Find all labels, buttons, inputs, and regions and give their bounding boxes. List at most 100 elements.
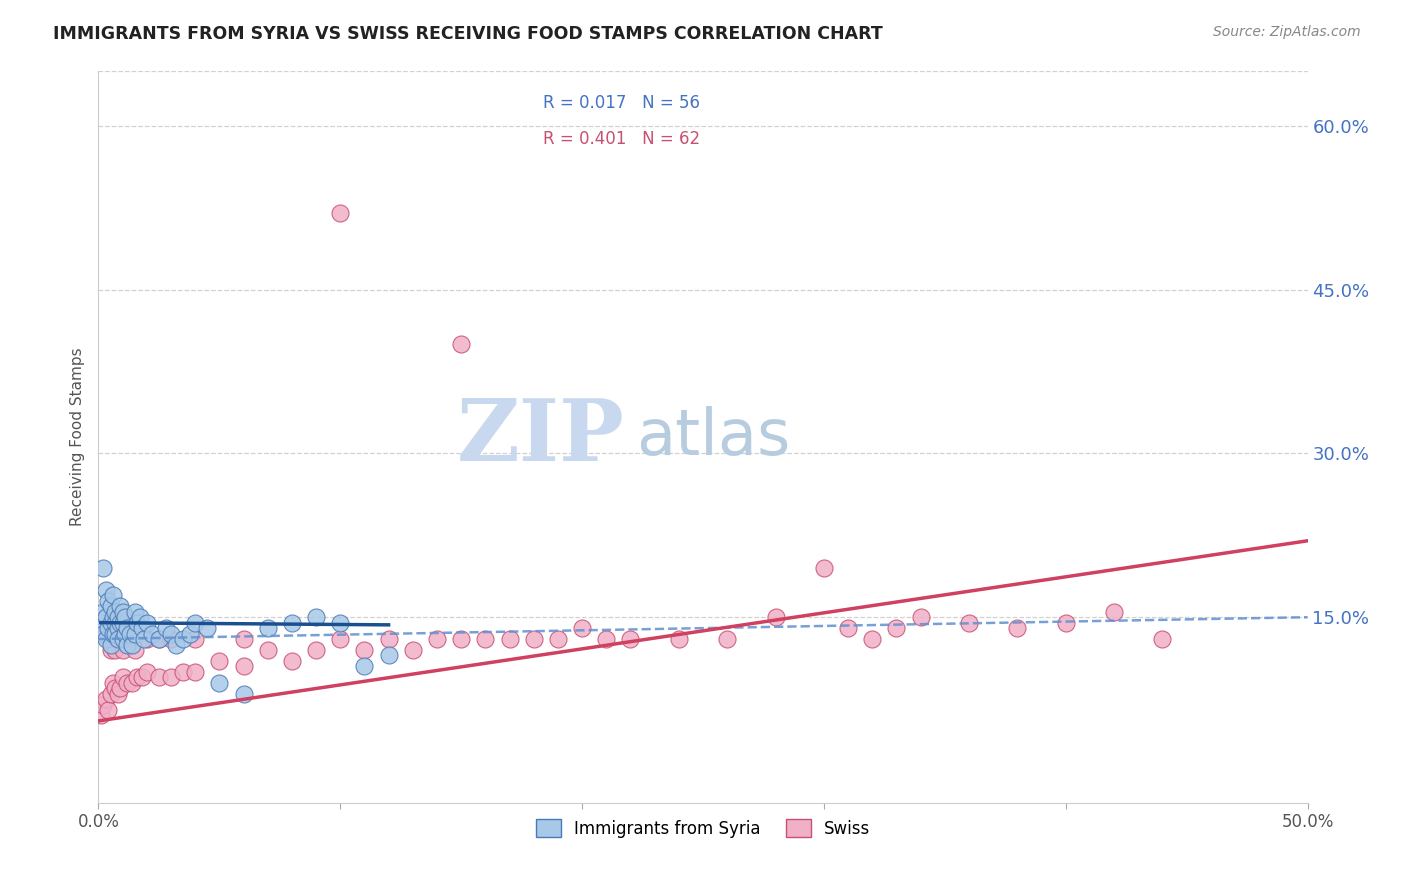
Point <box>377 632 399 646</box>
Text: ZIP: ZIP <box>457 395 624 479</box>
Point <box>91 561 114 575</box>
Point <box>104 643 127 657</box>
Point <box>1007 621 1029 635</box>
Point <box>619 632 641 646</box>
Text: Source: ZipAtlas.com: Source: ZipAtlas.com <box>1213 25 1361 39</box>
Text: R = 0.401   N = 62: R = 0.401 N = 62 <box>543 130 700 148</box>
Point <box>104 615 127 630</box>
Point <box>886 621 908 635</box>
Point <box>111 605 134 619</box>
Text: IMMIGRANTS FROM SYRIA VS SWISS RECEIVING FOOD STAMPS CORRELATION CHART: IMMIGRANTS FROM SYRIA VS SWISS RECEIVING… <box>53 25 883 43</box>
Point <box>155 621 177 635</box>
Point <box>117 675 139 690</box>
Point <box>104 681 127 695</box>
Point <box>94 632 117 646</box>
Point <box>1054 615 1077 630</box>
Point <box>128 610 150 624</box>
Point <box>131 670 153 684</box>
Point <box>114 610 136 624</box>
Point <box>256 621 278 635</box>
Point <box>160 670 183 684</box>
Point <box>1152 632 1174 646</box>
Point <box>127 615 149 630</box>
Point <box>100 687 122 701</box>
Point <box>716 632 738 646</box>
Point <box>141 626 163 640</box>
Point <box>135 615 157 630</box>
Point <box>547 632 569 646</box>
Point <box>837 621 859 635</box>
Point <box>377 648 399 663</box>
Point <box>97 621 120 635</box>
Point <box>91 605 114 619</box>
Point <box>668 632 690 646</box>
Point <box>957 615 980 630</box>
Point <box>94 610 117 624</box>
Point <box>101 675 124 690</box>
Point <box>281 615 304 630</box>
Legend: Immigrants from Syria, Swiss: Immigrants from Syria, Swiss <box>529 813 877 844</box>
Point <box>860 632 883 646</box>
Point <box>131 621 153 635</box>
Point <box>97 594 120 608</box>
Point <box>101 610 124 624</box>
Point <box>101 588 124 602</box>
Point <box>571 621 593 635</box>
Point <box>179 626 201 640</box>
Point <box>813 561 835 575</box>
Point <box>117 621 139 635</box>
Point <box>232 659 254 673</box>
Y-axis label: Receiving Food Stamps: Receiving Food Stamps <box>70 348 86 526</box>
Point <box>165 638 187 652</box>
Point <box>117 638 139 652</box>
Point <box>108 599 131 614</box>
Point <box>208 654 231 668</box>
Point <box>426 632 449 646</box>
Point <box>107 687 129 701</box>
Point <box>329 615 352 630</box>
Point <box>353 659 375 673</box>
Point <box>910 610 932 624</box>
Point <box>329 632 352 646</box>
Point <box>232 632 254 646</box>
Point <box>172 665 194 679</box>
Point <box>172 632 194 646</box>
Point <box>148 632 170 646</box>
Point <box>111 643 134 657</box>
Point <box>101 626 124 640</box>
Point <box>523 632 546 646</box>
Point <box>195 621 218 635</box>
Point <box>111 632 134 646</box>
Point <box>91 626 114 640</box>
Point <box>450 337 472 351</box>
Point <box>353 643 375 657</box>
Point <box>91 698 114 712</box>
Point <box>184 665 207 679</box>
Point <box>148 632 170 646</box>
Point <box>127 670 149 684</box>
Point <box>1102 605 1125 619</box>
Point <box>450 632 472 646</box>
Point <box>402 643 425 657</box>
Point <box>124 605 146 619</box>
Point <box>134 632 156 646</box>
Point <box>184 615 207 630</box>
Point <box>184 632 207 646</box>
Point <box>124 626 146 640</box>
Point <box>100 615 122 630</box>
Point <box>305 643 328 657</box>
Point <box>104 605 127 619</box>
Point <box>256 643 278 657</box>
Point <box>121 638 143 652</box>
Point <box>94 626 117 640</box>
Point <box>108 615 131 630</box>
Point <box>305 610 328 624</box>
Point <box>148 670 170 684</box>
Point <box>135 632 157 646</box>
Point <box>135 665 157 679</box>
Point <box>100 599 122 614</box>
Point <box>208 675 231 690</box>
Point <box>108 681 131 695</box>
Point <box>107 632 129 646</box>
Point <box>595 632 617 646</box>
